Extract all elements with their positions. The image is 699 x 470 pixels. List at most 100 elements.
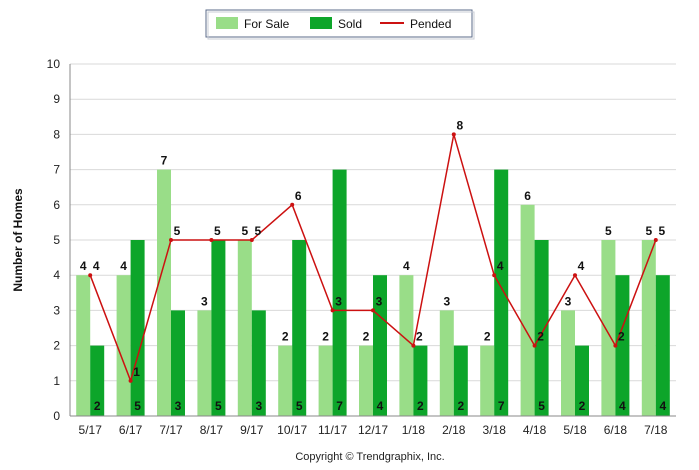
- label-sold-5/18: 2: [579, 399, 586, 413]
- label-pended-1/18: 2: [416, 330, 423, 344]
- legend-swatch-sold: [310, 17, 332, 29]
- pended-point-7/18: [653, 238, 658, 242]
- y-tick-label-9: 9: [53, 92, 60, 106]
- label-pended-6/17: 1: [133, 365, 140, 379]
- label-sold-8/17: 5: [215, 399, 222, 413]
- pended-line-layer: [88, 132, 658, 384]
- label-pended-9/17: 5: [254, 224, 261, 238]
- bar-for-sale-7/18: [641, 240, 656, 416]
- y-tick-label-6: 6: [53, 198, 60, 212]
- x-tick-label-3/18: 3/18: [483, 423, 507, 437]
- legend-swatch-for-sale: [216, 17, 238, 29]
- label-sold-6/18: 4: [619, 399, 626, 413]
- label-pended-5/17: 4: [93, 259, 100, 273]
- bar-for-sale-10/17: [278, 345, 293, 416]
- y-tick-label-4: 4: [53, 268, 60, 282]
- bar-sold-9/17: [251, 310, 266, 416]
- label-for-sale-2/18: 3: [443, 294, 450, 308]
- bar-for-sale-11/17: [318, 345, 333, 416]
- pended-point-1/18: [411, 343, 416, 348]
- x-tick-label-4/18: 4/18: [523, 423, 547, 437]
- x-tick-label-7/18: 7/18: [644, 423, 668, 437]
- x-tick-label-2/18: 2/18: [442, 423, 466, 437]
- legend-box: [205, 9, 473, 38]
- copyright-credit: Copyright © Trendgraphix, Inc.: [295, 451, 444, 463]
- label-sold-5/17: 2: [94, 399, 101, 413]
- label-pended-12/17: 3: [376, 294, 383, 308]
- bar-sold-2/18: [453, 345, 468, 416]
- bar-for-sale-9/17: [237, 240, 252, 416]
- y-tick-label-3: 3: [53, 303, 60, 317]
- label-for-sale-5/18: 3: [565, 294, 572, 308]
- label-pended-5/18: 4: [578, 259, 585, 273]
- label-for-sale-12/17: 2: [363, 330, 370, 344]
- pended-point-5/17: [88, 273, 93, 278]
- bar-sold-4/18: [534, 240, 549, 416]
- label-for-sale-6/18: 5: [605, 224, 612, 238]
- bar-for-sale-5/17: [76, 275, 91, 416]
- pended-point-3/18: [492, 273, 497, 278]
- label-pended-6/18: 2: [618, 330, 625, 344]
- label-for-sale-4/18: 6: [524, 189, 531, 203]
- bar-for-sale-7/17: [157, 169, 171, 416]
- legend-label-pended: Pended: [410, 17, 451, 31]
- bar-for-sale-5/18: [561, 310, 575, 416]
- y-tick-label-1: 1: [53, 374, 60, 388]
- label-pended-2/18: 8: [456, 118, 463, 132]
- y-tick-label-7: 7: [53, 163, 60, 177]
- bar-for-sale-6/17: [116, 275, 131, 416]
- bar-for-sale-2/18: [439, 310, 454, 416]
- pended-point-11/17: [330, 308, 335, 313]
- label-for-sale-7/17: 7: [161, 154, 168, 168]
- bar-for-sale-6/18: [601, 240, 616, 416]
- y-axis-title: Number of Homes: [11, 188, 25, 292]
- bar-sold-5/17: [90, 345, 105, 416]
- bar-for-sale-12/17: [359, 345, 373, 416]
- label-for-sale-6/17: 4: [120, 259, 127, 273]
- x-tick-label-6/18: 6/18: [604, 423, 628, 437]
- pended-point-10/17: [290, 202, 295, 207]
- legend: For Sale Sold Pended: [205, 9, 475, 40]
- label-sold-7/18: 4: [659, 399, 666, 413]
- x-tick-label-5/17: 5/17: [79, 423, 103, 437]
- bar-sold-6/18: [615, 275, 630, 416]
- label-sold-12/17: 4: [377, 399, 384, 413]
- bar-sold-8/17: [211, 240, 226, 416]
- x-tick-label-7/17: 7/17: [159, 423, 183, 437]
- bar-sold-3/18: [494, 169, 509, 416]
- y-tick-label-8: 8: [53, 127, 60, 141]
- bar-sold-1/18: [413, 345, 428, 416]
- x-tick-label-9/17: 9/17: [240, 423, 264, 437]
- label-sold-9/17: 3: [255, 399, 262, 413]
- x-tick-label-10/17: 10/17: [277, 423, 307, 437]
- label-sold-1/18: 2: [417, 399, 424, 413]
- label-for-sale-7/18: 5: [645, 224, 652, 238]
- label-for-sale-1/18: 4: [403, 259, 410, 273]
- bar-sold-11/17: [332, 169, 347, 416]
- pended-point-6/17: [128, 378, 133, 383]
- label-pended-3/18: 4: [497, 259, 504, 273]
- bar-sold-7/17: [171, 310, 185, 416]
- label-sold-6/17: 5: [134, 399, 141, 413]
- label-pended-11/17: 3: [335, 294, 342, 308]
- pended-point-5/18: [573, 273, 577, 278]
- pended-point-8/17: [209, 238, 214, 242]
- pended-point-9/17: [249, 238, 254, 242]
- y-tick-label-10: 10: [47, 57, 61, 71]
- bar-for-sale-3/18: [480, 345, 495, 416]
- y-tick-label-2: 2: [53, 339, 60, 353]
- label-pended-8/17: 5: [214, 224, 221, 238]
- legend-label-for-sale: For Sale: [244, 17, 290, 31]
- bar-sold-10/17: [292, 240, 307, 416]
- pended-point-4/18: [532, 343, 537, 348]
- label-for-sale-8/17: 3: [201, 294, 208, 308]
- label-for-sale-5/17: 4: [80, 259, 87, 273]
- x-tick-label-12/17: 12/17: [358, 423, 388, 437]
- x-tick-label-11/17: 11/17: [318, 423, 347, 437]
- label-pended-7/17: 5: [174, 224, 181, 238]
- x-tick-label-6/17: 6/17: [119, 423, 143, 437]
- label-pended-7/18: 5: [658, 224, 665, 238]
- pended-point-2/18: [451, 132, 456, 137]
